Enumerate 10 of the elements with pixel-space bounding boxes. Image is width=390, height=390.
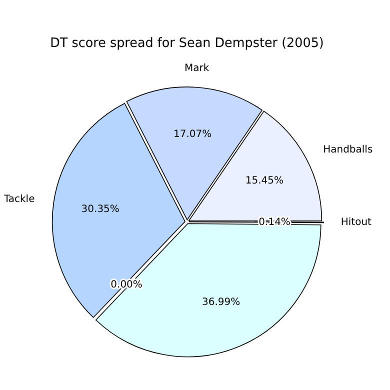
data-label: 36.99% [202, 297, 240, 308]
data-label: 15.45% [245, 176, 284, 187]
chart-title: DT score spread for Sean Dempster (2005) [50, 36, 324, 52]
data-label: 30.35% [81, 204, 120, 215]
slice-label: Mark [184, 62, 210, 74]
slice-label: Hitout [340, 217, 372, 228]
slice-label: Handballs [323, 144, 373, 156]
slice-label: Tackle [2, 194, 35, 206]
data-label: 0.14% [258, 216, 290, 228]
data-label: 17.07% [174, 129, 212, 140]
